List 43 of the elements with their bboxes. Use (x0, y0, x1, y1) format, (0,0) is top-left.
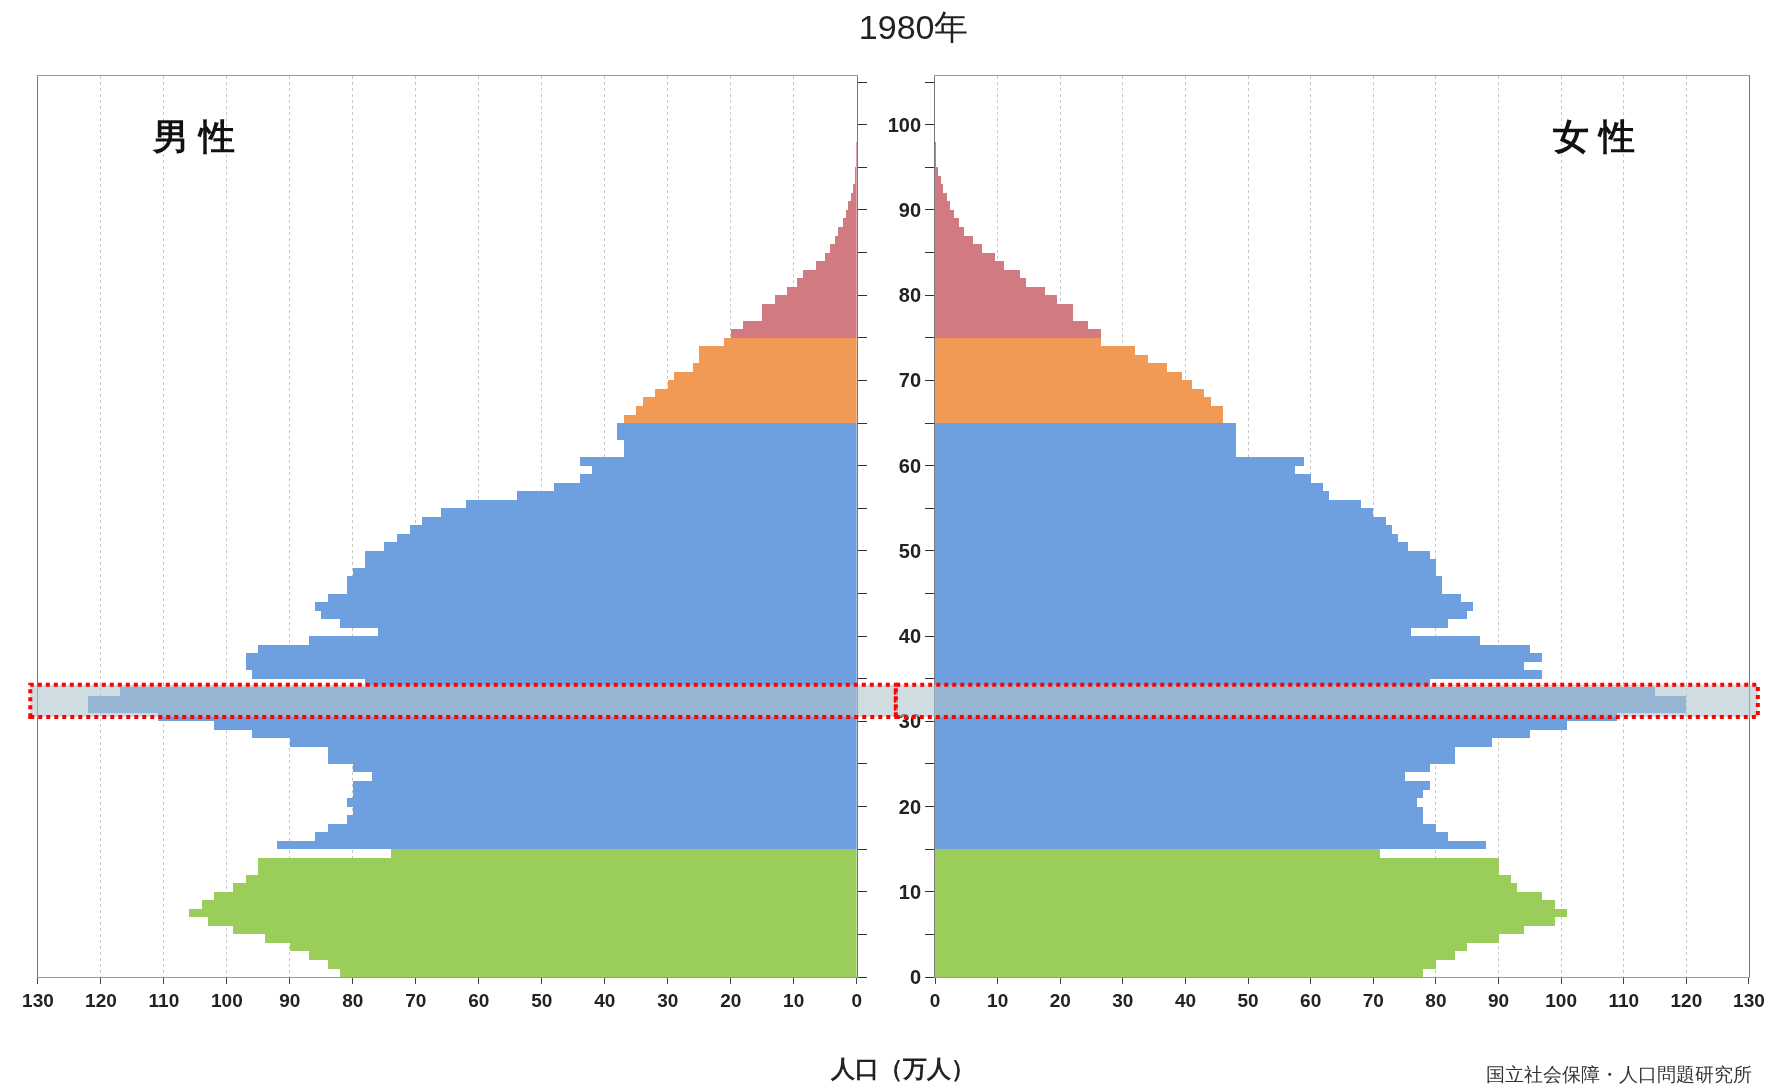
x-tick-label: 30 (1112, 989, 1134, 1011)
x-tick-label: 130 (22, 989, 54, 1011)
y-tick-label: 100 (887, 113, 922, 136)
x-tick-label: 120 (85, 989, 117, 1011)
x-tick-label: 90 (1487, 989, 1510, 1011)
x-tick-label: 0 (851, 989, 862, 1011)
y-tick-label: 70 (898, 369, 922, 392)
x-tick-label: 20 (1049, 989, 1071, 1011)
x-tick-label: 40 (1174, 989, 1197, 1011)
x-tick-label: 60 (468, 989, 490, 1011)
x-tick-label: 70 (405, 989, 427, 1011)
x-tick-label: 100 (211, 989, 243, 1011)
x-tick-label: 80 (342, 989, 364, 1011)
x-tick-label: 120 (1670, 989, 1703, 1011)
x-tick-label: 40 (594, 989, 616, 1011)
x-tick-label: 10 (783, 989, 805, 1011)
x-tick-label: 50 (1237, 989, 1259, 1011)
x-tick-label: 70 (1362, 989, 1384, 1011)
y-tick-label: 0 (909, 966, 922, 989)
y-tick-label: 60 (898, 454, 922, 477)
annotation: 女 性 (1553, 116, 1636, 157)
x-axis-title: 人口（万人） (830, 1055, 975, 1082)
y-tick-label: 50 (898, 539, 922, 562)
annotation: 男 性 (152, 116, 236, 157)
x-tick-label: 20 (720, 989, 742, 1011)
text: 国立社会保障・人口問題研究所 (1486, 1064, 1752, 1085)
x-tick-label: 0 (929, 989, 941, 1011)
x-tick-label: 50 (531, 989, 553, 1011)
x-tick-label: 30 (657, 989, 679, 1011)
x-tick-label: 100 (1545, 989, 1577, 1011)
y-tick-label: 20 (898, 795, 922, 818)
y-tick-label: 90 (898, 198, 922, 221)
x-tick-label: 130 (1733, 989, 1765, 1011)
x-tick-label: 110 (1608, 989, 1640, 1011)
x-tick-label: 90 (279, 989, 301, 1011)
x-tick-label: 60 (1300, 989, 1322, 1011)
x-tick-label: 80 (1425, 989, 1447, 1011)
y-tick-label: 80 (898, 284, 922, 307)
chart-title: 1980年 (858, 8, 969, 47)
x-tick-label: 110 (148, 989, 180, 1011)
y-tick-label: 40 (898, 625, 922, 648)
y-tick-label: 10 (898, 880, 922, 903)
x-tick-label: 10 (987, 989, 1009, 1011)
